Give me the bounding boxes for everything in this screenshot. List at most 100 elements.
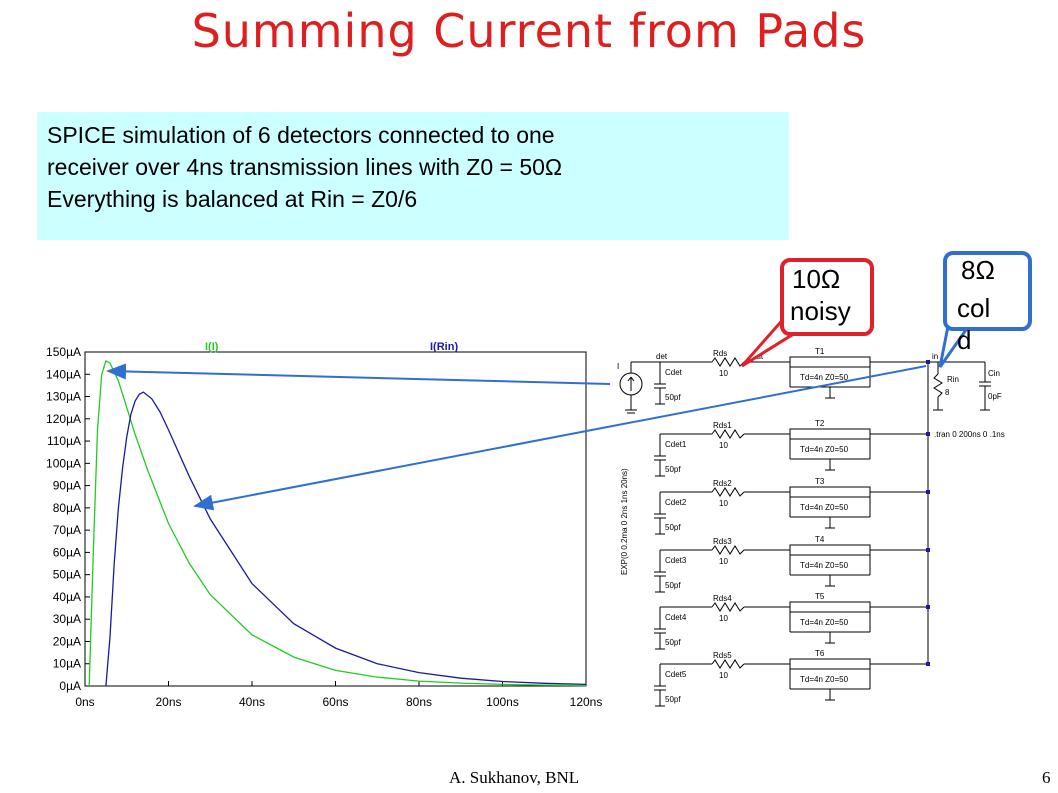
rin-value: 8 <box>945 388 950 397</box>
info-line-2: receiver over 4ns transmission lines wit… <box>47 154 563 180</box>
y-tick-label: 120µA <box>46 412 81 426</box>
x-tick-label: 100ns <box>486 695 519 709</box>
transmission-line-name: T2 <box>815 419 825 428</box>
source-spec: EXP(0 0.2ma 0 2ns 1ns 20ns) <box>620 468 629 575</box>
page-number: 6 <box>1042 768 1051 787</box>
x-tick-label: 0ns <box>75 695 94 709</box>
footer-author: A. Sukhanov, BNL <box>449 768 580 787</box>
detector-cap-value: 50pf <box>665 393 681 402</box>
detector-cap-name: Cdet5 <box>665 670 687 679</box>
series-resistor-value: 10 <box>719 557 728 566</box>
detector-cap-name: Cdet2 <box>665 498 687 507</box>
callout-noisy-value: 10Ω <box>792 264 841 294</box>
y-tick-label: 100µA <box>46 456 81 470</box>
slide-title: Summing Current from Pads <box>191 4 867 58</box>
detector-cap-value: 50pf <box>665 465 681 474</box>
transmission-line-name: T3 <box>815 477 825 486</box>
y-tick-label: 30µA <box>53 612 81 626</box>
transmission-line-name: T5 <box>815 592 825 601</box>
plot-series <box>88 359 587 687</box>
detector-cap-value: 50pf <box>665 523 681 532</box>
transmission-line-spec: Td=4n Z0=50 <box>800 675 849 684</box>
detector-cap-name: Cdet3 <box>665 556 687 565</box>
junction-dot <box>926 605 930 609</box>
legend-i-rin: I(Rin) <box>430 341 458 353</box>
transmission-line-name: T1 <box>815 347 825 356</box>
resistor-symbol <box>711 602 745 612</box>
transmission-line-spec: Td=4n Z0=50 <box>800 445 849 454</box>
callout-cold-value: 8Ω <box>961 255 995 285</box>
arrow-to-green-peak <box>106 363 611 385</box>
junction-dot <box>926 662 930 666</box>
series-resistor-name: Rds <box>713 349 727 358</box>
transmission-line-spec: Td=4n Z0=50 <box>800 373 849 382</box>
x-tick-label: 60ns <box>322 695 348 709</box>
series-resistor-value: 10 <box>719 441 728 450</box>
arrow-to-blue-curve <box>193 365 927 511</box>
detector-cap-value: 50pf <box>665 695 681 704</box>
callout-noisy-label: noisy <box>790 296 851 326</box>
detector-cap-name: Cdet1 <box>665 440 687 449</box>
junction-dot <box>926 432 930 436</box>
info-box: SPICE simulation of 6 detectors connecte… <box>37 112 789 240</box>
junction-dot <box>926 360 930 364</box>
node-det-label: det <box>656 352 668 361</box>
resistor-symbol <box>711 357 745 367</box>
y-tick-label: 90µA <box>53 479 81 493</box>
cin-value: 0pF <box>988 392 1002 401</box>
series-i-rin-line <box>105 391 587 687</box>
y-tick-label: 60µA <box>53 545 81 559</box>
transmission-line-name: T4 <box>815 535 825 544</box>
series-resistor-value: 10 <box>719 671 728 680</box>
series-resistor-name: Rds3 <box>713 537 732 546</box>
info-line-1: SPICE simulation of 6 detectors connecte… <box>47 122 555 148</box>
info-line-3: Everything is balanced at Rin = Z0/6 <box>47 186 418 212</box>
series-resistor-name: Rds2 <box>713 479 732 488</box>
x-tick-label: 120ns <box>570 695 603 709</box>
source-arrow <box>630 376 635 382</box>
callout-cold-label-2: d <box>957 325 972 355</box>
y-tick-label: 70µA <box>53 523 81 537</box>
tran-command: .tran 0 200ns 0 .1ns <box>934 430 1005 439</box>
y-tick-label: 110µA <box>47 434 81 448</box>
resistor-symbol <box>711 429 745 439</box>
callout-cold-label-1: col <box>957 293 991 323</box>
transmission-line-spec: Td=4n Z0=50 <box>800 503 849 512</box>
y-tick-label: 150µA <box>46 345 81 359</box>
series-resistor-value: 10 <box>719 369 728 378</box>
source-label: I <box>617 362 619 371</box>
y-tick-label: 80µA <box>53 501 81 515</box>
cin-name: Cin <box>988 369 1000 378</box>
junction-dot <box>926 548 930 552</box>
resistor-symbol <box>711 487 745 497</box>
x-tick-label: 80ns <box>406 695 432 709</box>
series-i-i-line <box>88 359 587 687</box>
callout-noisy: 10Ω noisy <box>780 258 874 336</box>
series-resistor-name: Rds1 <box>713 421 732 430</box>
rin-name: Rin <box>947 375 959 384</box>
transmission-line-spec: Td=4n Z0=50 <box>800 561 849 570</box>
y-tick-label: 10µA <box>53 657 81 671</box>
detector-cap-name: Cdet4 <box>665 613 687 622</box>
y-tick-label: 50µA <box>53 568 81 582</box>
node-in-label: in <box>932 352 938 361</box>
series-resistor-name: Rds4 <box>713 594 732 603</box>
x-tick-label: 20ns <box>155 695 181 709</box>
transmission-line-name: T6 <box>815 649 825 658</box>
y-tick-label: 130µA <box>46 390 81 404</box>
series-resistor-value: 10 <box>719 614 728 623</box>
series-resistor-value: 10 <box>719 499 728 508</box>
y-tick-label: 140µA <box>46 367 81 381</box>
plot-frame <box>84 351 587 687</box>
junction-dot <box>926 490 930 494</box>
detector-cap-value: 50pf <box>665 581 681 590</box>
y-tick-label: 0µA <box>59 679 81 693</box>
x-tick-label: 40ns <box>239 695 265 709</box>
legend-i-i: I(I) <box>205 341 219 353</box>
y-tick-label: 20µA <box>53 634 81 648</box>
source-arrow <box>627 376 632 382</box>
